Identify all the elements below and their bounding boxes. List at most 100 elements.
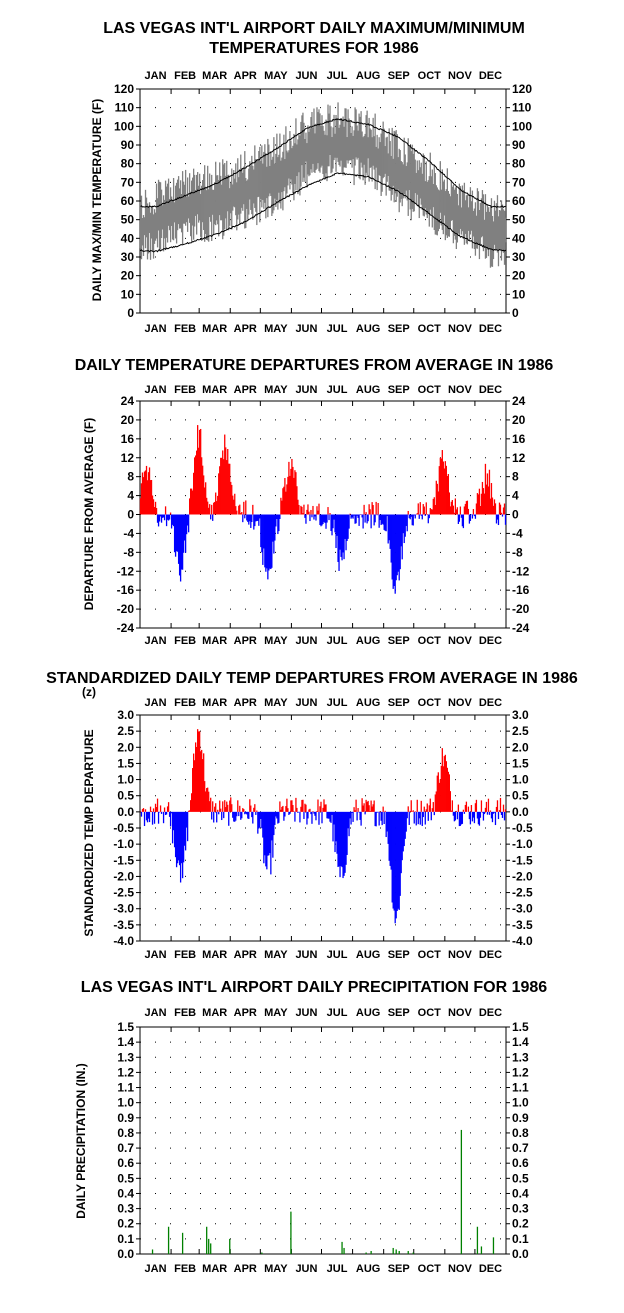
chart3-month-label-top: APR (234, 697, 257, 709)
chart3-ytick-label-right: -4.0 (512, 934, 533, 948)
chart3-month-label-top: MAR (202, 697, 227, 709)
chart2-ytick-label-right: -24 (512, 621, 530, 635)
chart3-month-label-bottom: JUL (327, 949, 348, 961)
chart4-ytick-label-right: 0.5 (512, 1171, 529, 1185)
chart3-ytick-label-right: 2.5 (512, 724, 529, 738)
chart4-plot-frame (139, 1026, 507, 1255)
chart1-ytick-label-right: 100 (512, 119, 532, 133)
chart2-month-label-bottom: JAN (145, 635, 167, 647)
chart4-ytick-label-left: 1.0 (117, 1096, 134, 1110)
chart3-month-label-top: MAY (264, 697, 288, 709)
chart2-month-label-bottom: DEC (479, 635, 502, 647)
chart2-ytick-label-left: 0 (127, 508, 134, 522)
chart2-month-label-top: JAN (145, 384, 167, 396)
chart1-ytick-label-right: 70 (512, 175, 526, 189)
chart3-ytick-label-left: 1.5 (117, 756, 134, 770)
chart3-ytick-label-left: -2.0 (113, 869, 134, 883)
chart1-ytick-label-right: 0 (512, 306, 519, 320)
chart1-month-label-top: JUN (295, 70, 317, 82)
chart4-month-label-bottom: JUL (327, 1263, 348, 1275)
chart4-ytick-label-right: 1.4 (512, 1035, 529, 1049)
chart2-ytick-label-left: -8 (123, 545, 134, 559)
chart2-ytick-label-right: 0 (512, 508, 519, 522)
chart1-ytick-label-left: 110 (115, 101, 135, 115)
chart4-ylabel: DAILY PRECIPITATION (IN.) (74, 1063, 88, 1219)
chart3-month-label-top: JUL (327, 697, 348, 709)
chart1-ytick-label-right: 80 (512, 157, 526, 171)
chart4-ytick-label-right: 1.3 (512, 1050, 529, 1064)
chart3-month-label-top: OCT (418, 697, 442, 709)
chart3-ytick-label-left: 1.0 (117, 773, 134, 787)
chart2-ytick-label-right: 4 (512, 489, 519, 503)
chart3-month-label-bottom: OCT (418, 949, 442, 961)
chart1-ytick-label-left: 50 (121, 213, 135, 227)
chart1-ytick-label-left: 10 (121, 287, 135, 301)
chart1-ytick-label-left: 120 (114, 82, 134, 96)
chart4-ytick-label-right: 0.8 (512, 1126, 529, 1140)
chart3-month-label-bottom: DEC (479, 949, 502, 961)
chart1-month-label-bottom: AUG (356, 323, 380, 335)
chart4-month-label-top: MAY (264, 1007, 288, 1019)
chart3-month-label-bottom: APR (234, 949, 257, 961)
chart2-ytick-label-left: 4 (127, 489, 134, 503)
chart4-month-label-top: AUG (356, 1007, 380, 1019)
chart2-ytick-label-left: -20 (117, 602, 135, 616)
chart3-month-label-top: SEP (388, 697, 410, 709)
chart2-month-label-bottom: MAY (264, 635, 288, 647)
chart3-ytick-label-right: 3.0 (512, 708, 529, 722)
chart2-month-label-top: DEC (479, 384, 502, 396)
chart4-ytick-label-right: 1.1 (512, 1081, 529, 1095)
chart4-title: LAS VEGAS INT'L AIRPORT DAILY PRECIPITAT… (81, 979, 548, 996)
chart1-ytick-label-right: 20 (512, 269, 526, 283)
chart1-title-line2: TEMPERATURES FOR 1986 (209, 40, 419, 57)
chart1-month-label-top: NOV (448, 70, 473, 82)
chart4-ytick-label-right: 1.2 (512, 1065, 529, 1079)
chart2-month-label-top: JUL (327, 384, 348, 396)
chart2-month-label-top: APR (234, 384, 257, 396)
chart2-month-label-bottom: FEB (174, 635, 196, 647)
chart1-month-label-top: APR (234, 70, 257, 82)
chart2-month-label-top: MAR (202, 384, 227, 396)
chart1-normal-max-line (140, 118, 506, 208)
chart1-ytick-label-right: 40 (512, 231, 526, 245)
chart1-month-label-top: SEP (388, 70, 410, 82)
chart3-ylabel: STANDARDIZED TEMP DEPARTURE (82, 729, 96, 936)
chart4-ytick-label-right: 0.3 (512, 1202, 529, 1216)
chart1-month-label-top: FEB (174, 70, 196, 82)
chart3-month-label-bottom: FEB (174, 949, 196, 961)
chart1-month-label-bottom: OCT (418, 323, 442, 335)
chart3-month-label-bottom: SEP (388, 949, 410, 961)
chart3-month-label-top: NOV (448, 697, 473, 709)
chart1-month-label-top: JUL (327, 70, 348, 82)
chart3-title: STANDARDIZED DAILY TEMP DEPARTURES FROM … (46, 670, 578, 687)
chart3-month-label-top: JUN (295, 697, 317, 709)
chart1-month-label-top: JAN (145, 70, 167, 82)
chart4-month-label-top: NOV (448, 1007, 473, 1019)
chart4-ytick-label-left: 0.5 (117, 1171, 134, 1185)
chart3-ytick-label-left: 3.0 (117, 708, 134, 722)
chart4-ytick-label-right: 0.6 (512, 1156, 529, 1170)
chart3-month-label-bottom: NOV (448, 949, 473, 961)
chart4-month-label-top: JAN (145, 1007, 167, 1019)
chart4-month-label-top: APR (234, 1007, 257, 1019)
chart2-ytick-label-right: -20 (512, 602, 530, 616)
chart1-month-label-bottom: JAN (145, 323, 167, 335)
chart3-ytick-label-right: -2.0 (512, 869, 533, 883)
chart4-month-label-top: SEP (388, 1007, 410, 1019)
chart4-month-label-top: DEC (479, 1007, 502, 1019)
chart1-month-label-bottom: JUN (295, 323, 317, 335)
chart3-month-label-top: FEB (174, 697, 196, 709)
chart4-month-label-bottom: SEP (388, 1263, 410, 1275)
chart4-ytick-label-right: 0.4 (512, 1186, 529, 1200)
chart3-ytick-label-left: 0.0 (117, 805, 134, 819)
chart3-ytick-label-left: -3.5 (113, 918, 134, 932)
chart3-ytick-label-left: -4.0 (113, 934, 134, 948)
chart2-ytick-label-left: -4 (123, 526, 134, 540)
chart4-ytick-label-left: 0.2 (117, 1217, 134, 1231)
chart1-month-label-bottom: APR (234, 323, 257, 335)
chart3-ytick-label-right: -3.5 (512, 918, 533, 932)
chart1-month-label-bottom: JUL (327, 323, 348, 335)
chart1-title-line1: LAS VEGAS INT'L AIRPORT DAILY MAXIMUM/MI… (103, 20, 525, 37)
